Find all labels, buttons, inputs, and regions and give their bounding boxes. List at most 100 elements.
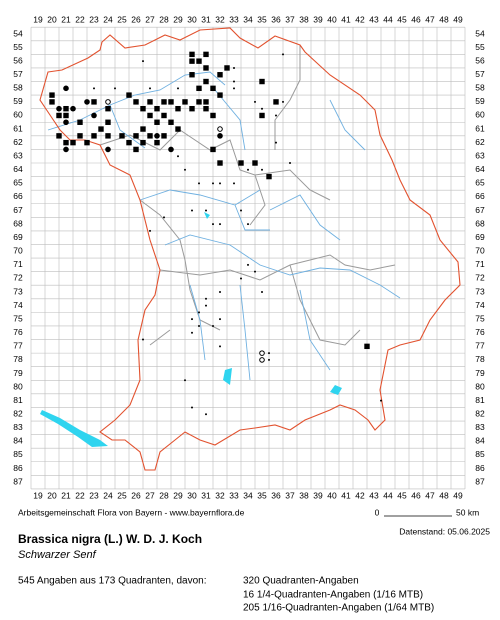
record-square [105,119,111,125]
record-dot [282,100,284,103]
column-label: 36 [271,14,281,24]
record-square [147,112,153,119]
record-dot [240,277,242,280]
column-label: 38 [299,490,309,500]
column-label: 19 [33,14,43,24]
row-label: 75 [13,313,23,323]
row-label: 68 [475,218,485,228]
column-label: 40 [327,490,337,500]
row-label: 67 [13,205,23,215]
record-square [147,99,153,105]
scale-end: 50 km [456,507,479,517]
record-square [56,112,62,119]
record-dot [219,291,221,294]
column-label: 31 [201,14,211,24]
column-label: 49 [453,14,463,24]
row-label: 64 [13,164,23,174]
state-border [39,27,461,471]
record-dot [184,379,186,382]
record-square [189,58,195,64]
row-label: 72 [13,273,23,283]
record-dot [219,223,221,226]
record-circle [70,105,76,112]
record-circle [56,105,62,112]
record-dot [163,216,165,219]
row-label: 61 [475,123,485,133]
record-dot [205,413,207,416]
row-label: 55 [13,42,23,52]
column-label: 26 [131,14,141,24]
record-dot [247,263,249,266]
record-square [203,65,209,71]
record-dot [247,168,249,171]
row-label: 64 [475,164,485,174]
column-label: 39 [313,14,323,24]
record-square [77,133,83,139]
row-label: 83 [13,422,23,432]
column-label: 33 [229,14,239,24]
row-label: 57 [13,69,23,79]
record-dot [142,60,144,63]
rivers [47,71,401,381]
record-dot [114,87,116,90]
column-label: 19 [33,490,43,500]
record-circle [105,146,111,153]
record-dot [268,358,270,361]
record-square [154,105,160,112]
column-label: 48 [439,490,449,500]
record-dot [212,324,214,327]
row-label: 79 [13,368,23,378]
column-label: 28 [159,14,169,24]
row-label: 80 [475,381,485,391]
record-square [161,112,167,119]
column-label: 45 [397,490,407,500]
record-open [105,99,111,105]
row-label: 56 [475,55,485,65]
record-dot [198,182,200,185]
record-square [105,105,111,112]
record-square [175,126,181,132]
column-label: 29 [173,490,183,500]
record-square [49,99,55,105]
record-dot [233,87,235,90]
row-label: 70 [475,246,485,256]
record-dot [149,87,151,90]
record-square [161,99,167,105]
record-circle [154,133,160,139]
column-label: 27 [145,14,155,24]
row-label: 59 [13,96,23,106]
row-label: 79 [475,368,485,378]
row-label: 60 [475,110,485,120]
row-label: 54 [13,28,23,38]
row-label: 59 [475,96,485,106]
record-dot [380,399,382,402]
title: Brassica nigra (L.) W. D. J. Koch [18,532,202,546]
row-label: 62 [13,137,23,147]
record-square [140,139,146,146]
row-label: 65 [475,178,485,188]
row-label: 66 [475,191,485,201]
column-label: 30 [187,490,197,500]
record-square [126,92,132,98]
record-dot [233,182,235,185]
row-label: 70 [13,246,23,256]
record-square [217,92,223,98]
record-dot [177,87,179,90]
column-label: 37 [285,14,295,24]
row-label: 87 [13,476,23,486]
row-label: 78 [13,354,23,364]
row-label: 71 [13,259,23,269]
record-circle [217,133,223,139]
record-circle [63,119,69,126]
column-label: 30 [187,14,197,24]
record-dot [233,80,235,83]
record-square [364,343,370,350]
column-label: 32 [215,490,225,500]
row-label: 85 [475,449,485,459]
record-dot [191,318,193,321]
record-open [259,350,265,356]
record-square [133,146,139,153]
breakdown: 16 1/4-Quadranten-Angaben (1/16 MTB) [243,590,423,601]
column-label: 41 [341,490,351,500]
